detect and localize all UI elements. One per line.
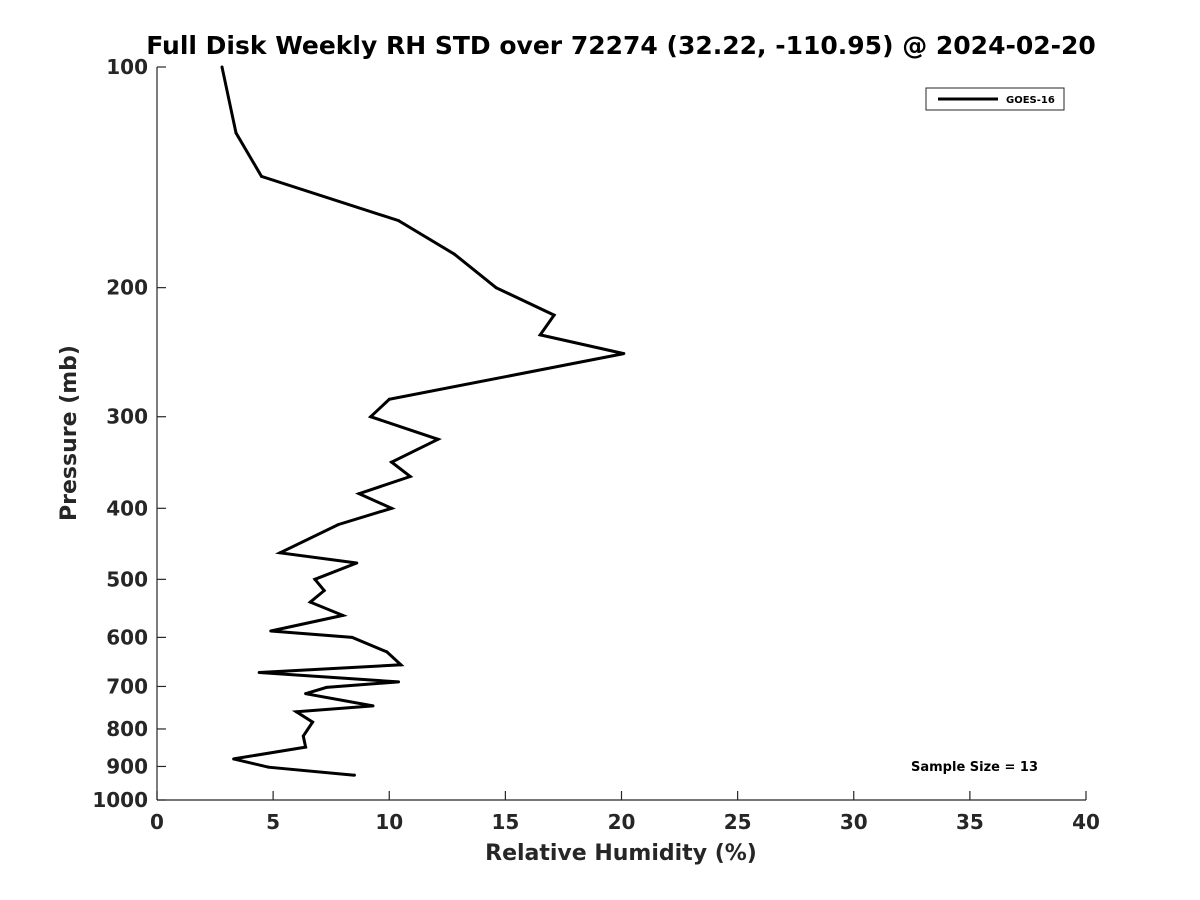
data-point-goes-16 [294, 710, 298, 714]
data-point-goes-16 [385, 650, 389, 654]
data-point-goes-16 [622, 352, 626, 356]
data-point-goes-16 [266, 765, 270, 769]
y-tick-label: 600 [106, 625, 148, 649]
data-point-goes-16 [232, 757, 236, 761]
y-tick-label: 700 [106, 674, 148, 698]
data-point-goes-16 [257, 671, 261, 675]
x-tick-label: 15 [491, 810, 519, 834]
data-point-goes-16 [387, 397, 391, 401]
data-point-goes-16 [436, 437, 440, 441]
data-point-goes-16 [260, 174, 264, 178]
data-point-goes-16 [311, 720, 315, 724]
data-point-goes-16 [397, 219, 401, 223]
data-point-goes-16 [301, 734, 305, 738]
data-point-goes-16 [341, 613, 345, 617]
data-point-goes-16 [357, 492, 361, 496]
data-point-goes-16 [269, 629, 273, 633]
data-point-goes-16 [538, 333, 542, 337]
data-point-goes-16 [220, 65, 224, 69]
data-point-goes-16 [369, 415, 373, 419]
x-axis-label: Relative Humidity (%) [485, 841, 757, 866]
data-point-goes-16 [304, 745, 308, 749]
x-tick-label: 5 [266, 810, 280, 834]
y-tick-label: 400 [106, 496, 148, 520]
data-point-goes-16 [397, 680, 401, 684]
y-axis-label: Pressure (mb) [57, 345, 82, 521]
x-axis-ticks: 0 5 10 15 20 25 30 35 40 [150, 791, 1100, 834]
x-tick-label: 35 [956, 810, 984, 834]
legend: GOES-16 [925, 87, 1065, 111]
x-tick-label: 0 [150, 810, 164, 834]
legend-entry-goes-16: GOES-16 [1006, 95, 1055, 106]
data-point-goes-16 [371, 704, 375, 708]
data-point-goes-16 [452, 252, 456, 256]
data-point-goes-16 [352, 773, 356, 777]
data-point-goes-16 [322, 589, 326, 593]
x-tick-label: 10 [375, 810, 403, 834]
sample-size-annotation: Sample Size = 13 [911, 760, 1038, 775]
x-tick-label: 25 [724, 810, 752, 834]
data-point-goes-16 [350, 635, 354, 639]
plot-area [157, 67, 1086, 800]
y-tick-label: 800 [106, 717, 148, 741]
data-point-goes-16 [494, 286, 498, 290]
data-point-goes-16 [325, 685, 329, 689]
data-point-goes-16 [234, 131, 238, 135]
chart-title: Full Disk Weekly RH STD over 72274 (32.2… [146, 31, 1096, 60]
data-point-goes-16 [304, 692, 308, 696]
data-point-goes-16 [308, 600, 312, 604]
x-tick-label: 40 [1072, 810, 1100, 834]
data-point-goes-16 [313, 577, 317, 581]
y-tick-label: 300 [106, 405, 148, 429]
x-tick-label: 30 [840, 810, 868, 834]
series-group [220, 65, 626, 777]
data-point-goes-16 [278, 551, 282, 555]
data-point-goes-16 [390, 506, 394, 510]
y-tick-label: 500 [106, 567, 148, 591]
y-tick-label: 100 [106, 55, 148, 79]
y-axis-ticks: 100 200 300 400 500 600 700 800 900 1000 [92, 55, 166, 812]
data-point-goes-16 [552, 313, 556, 317]
x-tick-label: 20 [608, 810, 636, 834]
data-point-goes-16 [399, 663, 403, 667]
data-point-goes-16 [355, 561, 359, 565]
y-tick-label: 200 [106, 276, 148, 300]
data-point-goes-16 [390, 460, 394, 464]
data-point-goes-16 [336, 523, 340, 527]
y-tick-label: 900 [106, 754, 148, 778]
y-tick-label: 1000 [92, 788, 148, 812]
data-point-goes-16 [408, 475, 412, 479]
